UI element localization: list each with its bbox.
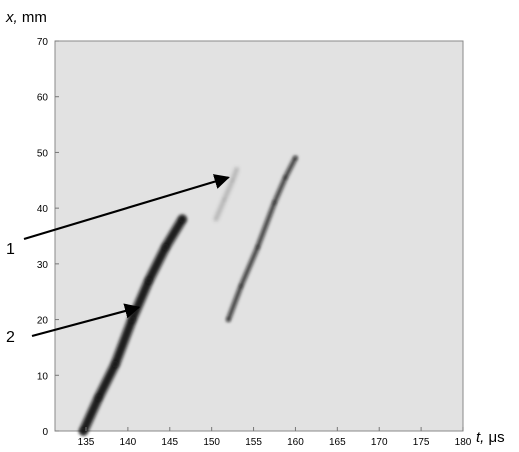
x-tick-label: 140 [120, 437, 137, 448]
trace-2-point [128, 316, 136, 324]
trace-1-main-point [293, 156, 298, 160]
y-axis-ticks: 0 10 20 30 40 50 60 70 [37, 37, 59, 438]
trace-1-main-point [272, 200, 277, 205]
trace-1-main-point [283, 175, 288, 180]
trace-1-faint-point [231, 179, 234, 182]
trace-2-point [95, 394, 103, 402]
y-tick-label: 10 [37, 371, 49, 382]
x-tick-label: 145 [161, 437, 178, 448]
y-axis-title: x, mm [5, 9, 47, 26]
trace-layer [79, 155, 298, 436]
trace-2-point [111, 360, 119, 368]
x-tick-label: 135 [78, 437, 95, 448]
plot-area [54, 40, 464, 432]
trace-1-faint-line [214, 167, 239, 221]
x-tick-label: 165 [329, 437, 346, 448]
trace-1-main-line [226, 155, 298, 322]
annotation-arrow-2 [31, 303, 141, 338]
x-tick-label: 155 [245, 437, 262, 448]
y-tick-label: 30 [37, 260, 49, 271]
annotation-layer: 12 [6, 174, 230, 346]
y-tick-label: 60 [37, 93, 49, 104]
y-tick-label: 20 [37, 316, 49, 327]
x-axis-title: t, μs [476, 429, 505, 446]
trace-1-faint-point [235, 167, 238, 171]
x-tick-label: 180 [455, 437, 472, 448]
annotation-arrow-1 [23, 174, 230, 241]
trace-1-main-point [239, 284, 243, 288]
trace-2-point [145, 277, 153, 285]
y-tick-label: 70 [37, 37, 49, 48]
annotation-label-1: 1 [6, 241, 15, 258]
x-tick-label: 175 [413, 437, 430, 448]
trace-2-point [80, 427, 87, 435]
y-tick-label: 40 [37, 204, 49, 215]
x-tick-label: 150 [203, 437, 220, 448]
trace-1-main-point [226, 317, 231, 322]
trace-1-faint-point [214, 218, 218, 221]
y-tick-label: 0 [42, 427, 48, 438]
trace-1-faint-point [223, 198, 226, 201]
annotation-label-2: 2 [6, 329, 15, 346]
y-tick-label: 50 [37, 148, 49, 159]
trace-2-point [178, 215, 186, 223]
trace-2-point [162, 243, 170, 251]
x-tick-label: 170 [371, 437, 388, 448]
trace-1-main-point [256, 245, 260, 249]
x-axis-ticks: 135 140 145 150 155 160 165 170 175 180 [78, 427, 472, 448]
x-tick-label: 160 [287, 437, 304, 448]
